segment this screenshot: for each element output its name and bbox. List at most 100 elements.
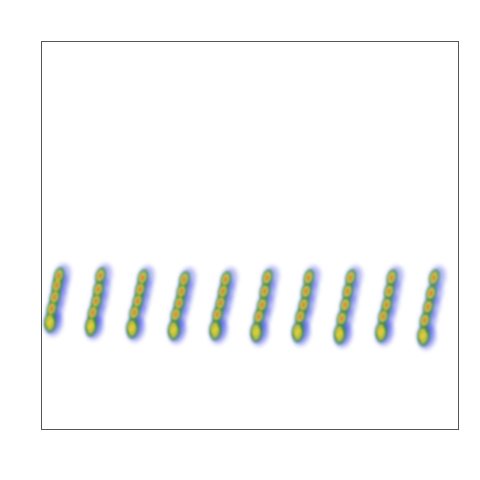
density-level xyxy=(432,274,436,281)
density-blob xyxy=(207,266,240,346)
density-level xyxy=(177,285,187,298)
density-level xyxy=(95,269,105,282)
density-level xyxy=(135,298,139,305)
density-level xyxy=(54,282,58,289)
density-level xyxy=(169,325,179,338)
chart xyxy=(0,0,480,480)
density-level xyxy=(304,271,314,284)
density-level xyxy=(346,271,356,284)
density-level xyxy=(291,324,306,344)
density-level xyxy=(262,288,266,295)
density-level xyxy=(221,273,231,286)
density-level xyxy=(340,298,350,311)
density-level xyxy=(171,308,181,321)
density-level xyxy=(426,286,436,299)
density-level xyxy=(254,310,264,323)
density-level xyxy=(343,268,358,288)
density-level xyxy=(174,311,178,318)
density-level xyxy=(389,274,393,281)
density-blob xyxy=(124,264,157,344)
density-blob xyxy=(415,264,448,351)
density-level xyxy=(343,285,353,298)
density-level xyxy=(426,303,430,310)
density-level xyxy=(301,285,311,298)
density-level xyxy=(345,288,349,295)
density-level xyxy=(260,302,264,309)
density-level xyxy=(333,326,348,346)
density-level xyxy=(387,271,397,284)
density-level xyxy=(93,266,108,286)
density-level xyxy=(57,272,61,279)
density-level xyxy=(377,327,387,340)
density-level xyxy=(84,318,99,338)
density-level xyxy=(384,285,394,298)
density-blob xyxy=(373,264,406,348)
density-level xyxy=(337,312,347,325)
density-level xyxy=(260,285,270,298)
density-level xyxy=(221,288,225,295)
density-level xyxy=(306,274,310,281)
density-level xyxy=(378,310,388,323)
density-level xyxy=(262,271,272,284)
density-level xyxy=(182,276,186,283)
density-level xyxy=(335,329,345,342)
density-level xyxy=(140,274,144,281)
density-level xyxy=(96,286,100,293)
density-level xyxy=(128,323,138,336)
density-level xyxy=(43,314,58,334)
density-level xyxy=(260,268,275,288)
density-level xyxy=(93,283,103,296)
density-level xyxy=(250,324,265,344)
density-level xyxy=(301,268,316,288)
density-level xyxy=(429,271,439,284)
density-level xyxy=(301,302,305,309)
density-level xyxy=(381,313,385,320)
density-level xyxy=(138,271,148,284)
plot-area xyxy=(42,262,448,351)
density-level xyxy=(420,314,430,327)
density-level xyxy=(88,306,98,319)
density-level xyxy=(49,305,53,312)
density-level xyxy=(384,302,388,309)
density-level xyxy=(216,296,226,309)
density-level xyxy=(174,296,184,309)
density-level xyxy=(348,274,352,281)
density-level xyxy=(257,298,267,311)
density-level xyxy=(54,269,64,282)
density-level xyxy=(382,298,392,311)
density-level xyxy=(304,288,308,295)
density-level xyxy=(252,327,262,340)
density-level xyxy=(138,286,142,293)
plot-frame xyxy=(42,42,459,430)
density-level xyxy=(91,309,95,316)
density-blob xyxy=(42,262,73,338)
density-level xyxy=(387,288,391,295)
density-level xyxy=(295,310,305,323)
density-level xyxy=(257,313,261,320)
density-level xyxy=(340,315,344,322)
density-blob xyxy=(166,266,199,346)
density-level xyxy=(47,302,57,315)
density-blob xyxy=(331,264,364,350)
density-level xyxy=(179,273,189,286)
density-level xyxy=(179,288,183,295)
density-level xyxy=(265,274,269,281)
density-level xyxy=(50,290,60,303)
density-level xyxy=(132,309,136,316)
density-level xyxy=(293,327,303,340)
density-level xyxy=(52,294,56,301)
density-level xyxy=(208,322,223,342)
density-blob xyxy=(83,262,115,342)
density-level xyxy=(215,311,219,318)
density-level xyxy=(417,328,432,348)
density-level xyxy=(223,276,227,283)
density-level xyxy=(427,268,442,288)
density-level xyxy=(211,325,221,338)
density-level xyxy=(91,294,101,307)
density-blob xyxy=(248,264,281,348)
density-level xyxy=(423,300,433,313)
density-blob xyxy=(290,264,323,348)
density-level xyxy=(94,298,98,305)
density-level xyxy=(129,306,139,319)
density-level xyxy=(429,290,433,297)
